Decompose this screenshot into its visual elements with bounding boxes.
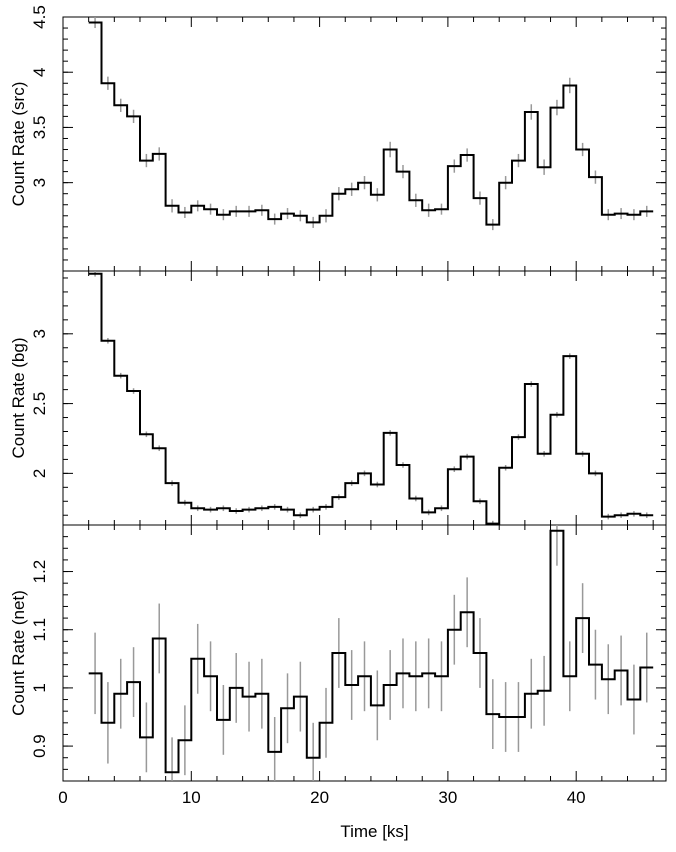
xtick-label: 30 — [438, 788, 457, 807]
panel-3-ylabel: Count Rate (net) — [9, 590, 28, 716]
x-axis-label: Time [ks] — [340, 822, 408, 841]
panel-2-ytick-label: 3 — [30, 329, 49, 338]
xtick-label: 20 — [310, 788, 329, 807]
panel-1-ytick-label: 4.5 — [30, 5, 49, 29]
xtick-label: 0 — [58, 788, 67, 807]
panel-1-ytick-label: 3.5 — [30, 116, 49, 140]
panel-1-ylabel: Count Rate (src) — [9, 82, 28, 207]
panel-3-ytick-label: 1 — [30, 683, 49, 692]
panel-1-ytick-label: 3 — [30, 178, 49, 187]
panel-2-ytick-label: 2 — [30, 469, 49, 478]
panel-3-ytick-label: 0.9 — [30, 734, 49, 758]
panel-3-ytick-label: 1.1 — [30, 618, 49, 642]
panel-1-step-line — [88, 21, 654, 226]
xtick-label: 10 — [182, 788, 201, 807]
panel-3-step-line — [88, 529, 654, 774]
panel-2-step-line — [88, 272, 654, 525]
panel-3-ytick-label: 1.2 — [30, 560, 49, 584]
panel-2-ytick-label: 2.5 — [30, 392, 49, 416]
xtick-label: 40 — [567, 788, 586, 807]
panel-1-ytick-label: 4 — [30, 67, 49, 76]
panel-2-ylabel: Count Rate (bg) — [9, 338, 28, 459]
